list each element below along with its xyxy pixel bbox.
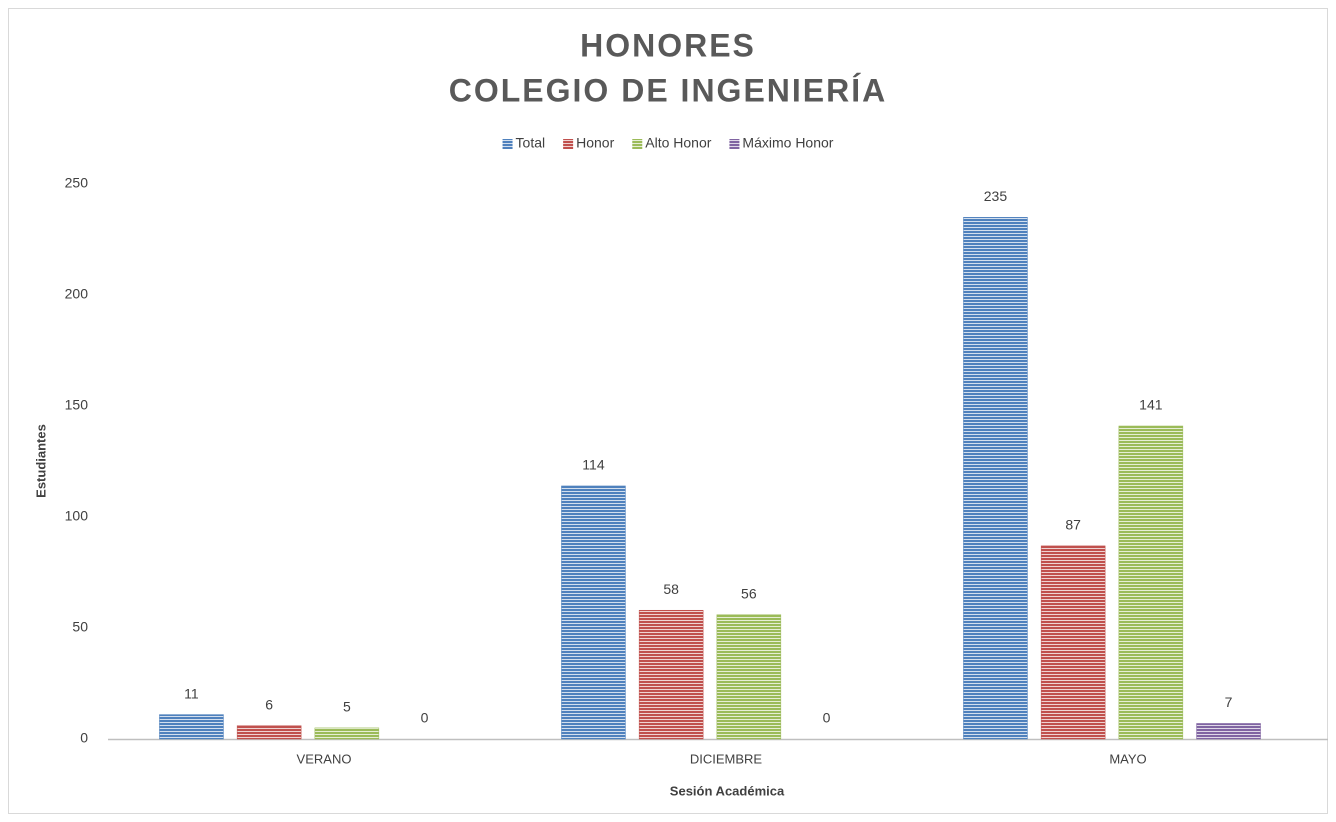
- data-label: 0: [823, 710, 831, 726]
- bar: [716, 614, 782, 740]
- bar: [963, 217, 1028, 740]
- bar: [159, 714, 224, 740]
- legend-swatch: [632, 139, 643, 149]
- data-label: 141: [1139, 397, 1163, 413]
- y-tick-label: 0: [80, 730, 88, 746]
- y-tick-label: 50: [72, 619, 88, 635]
- data-label: 58: [663, 581, 679, 597]
- legend-swatch: [563, 139, 574, 149]
- data-label: 87: [1065, 517, 1081, 533]
- bar: [561, 485, 626, 740]
- bar: [1196, 723, 1261, 740]
- legend-label: Total: [516, 135, 546, 151]
- y-axis-title: Estudiantes: [33, 424, 48, 498]
- data-label: 235: [984, 188, 1008, 204]
- bar: [236, 725, 302, 740]
- chart-title: HONORES: [580, 27, 756, 63]
- x-axis-title: Sesión Académica: [670, 783, 785, 798]
- chart-subtitle: COLEGIO DE INGENIERÍA: [449, 72, 887, 108]
- data-label: 5: [343, 699, 351, 715]
- legend-label: Alto Honor: [645, 135, 711, 151]
- bar: [638, 609, 704, 740]
- data-label: 11: [184, 685, 199, 701]
- data-label: 6: [265, 696, 273, 712]
- data-label: 0: [421, 710, 429, 726]
- y-tick-label: 150: [65, 397, 89, 413]
- data-label: 7: [1225, 694, 1233, 710]
- bar: [314, 727, 380, 740]
- bar: [1118, 425, 1184, 740]
- y-tick-label: 250: [65, 175, 89, 191]
- legend-swatch: [729, 139, 740, 149]
- legend-label: Máximo Honor: [742, 135, 833, 151]
- legend-swatch: [502, 139, 513, 149]
- legend: Total Honor Alto Honor Máximo Honor: [502, 135, 834, 151]
- x-tick-label: MAYO: [1109, 751, 1146, 766]
- y-tick-label: 100: [65, 508, 89, 524]
- data-label: 114: [582, 457, 605, 473]
- data-label: 56: [741, 585, 757, 601]
- y-tick-label: 200: [65, 286, 89, 302]
- x-tick-label: VERANO: [297, 751, 352, 766]
- bar: [1040, 545, 1106, 740]
- legend-label: Honor: [576, 135, 614, 151]
- x-tick-label: DICIEMBRE: [690, 751, 763, 766]
